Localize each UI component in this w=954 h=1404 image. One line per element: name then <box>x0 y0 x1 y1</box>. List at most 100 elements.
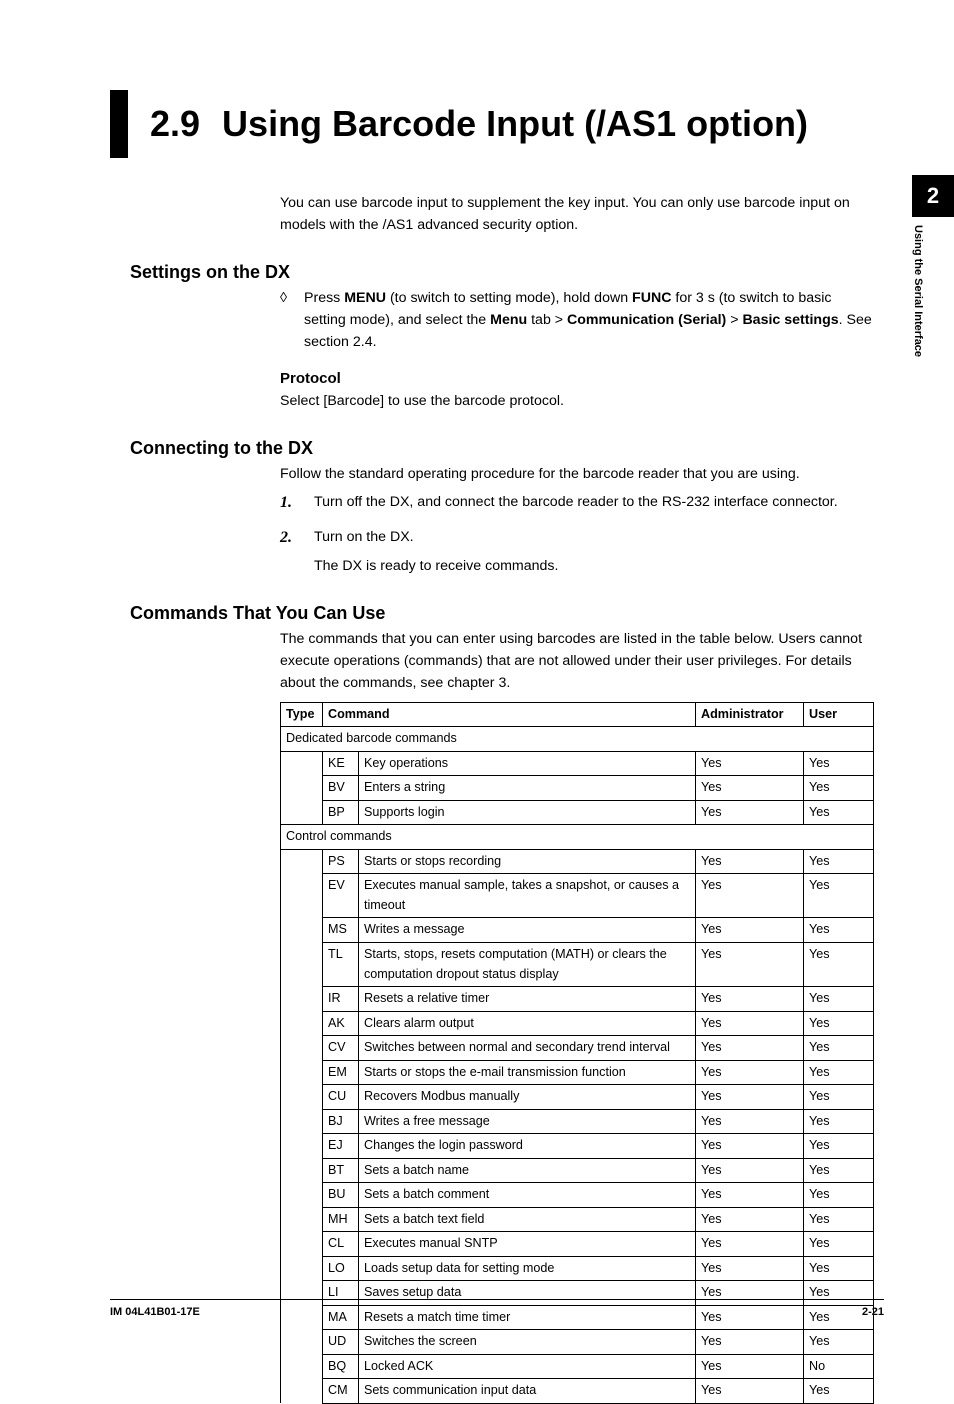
cell-desc: Starts or stops the e-mail transmission … <box>359 1060 696 1085</box>
cell-type <box>281 1330 323 1355</box>
cell-desc: Executes manual sample, takes a snapshot… <box>359 874 696 918</box>
cell-user: No <box>804 1354 874 1379</box>
cell-user: Yes <box>804 1036 874 1061</box>
step-1: 1. Turn off the DX, and connect the barc… <box>280 491 874 516</box>
cell-code: BU <box>323 1183 359 1208</box>
table-row: TLStarts, stops, resets computation (MAT… <box>281 943 874 987</box>
comm-serial-word: Communication (Serial) <box>567 312 726 328</box>
connecting-heading: Connecting to the DX <box>130 438 884 459</box>
step-2-sub: The DX is ready to receive commands. <box>314 555 874 577</box>
cell-code: EV <box>323 874 359 918</box>
table-group-row: Dedicated barcode commands <box>281 727 874 752</box>
table-group-row: Control commands <box>281 825 874 850</box>
table-row: CMSets communication input dataYesYes <box>281 1379 874 1404</box>
cell-desc: Key operations <box>359 751 696 776</box>
table-row: MHSets a batch text fieldYesYes <box>281 1207 874 1232</box>
cell-admin: Yes <box>696 987 804 1012</box>
cell-user: Yes <box>804 1379 874 1404</box>
cell-code: LO <box>323 1256 359 1281</box>
table-row: UDSwitches the screenYesYes <box>281 1330 874 1355</box>
cell-type <box>281 849 323 874</box>
cell-type <box>281 1158 323 1183</box>
cell-type <box>281 1134 323 1159</box>
cell-desc: Sets a batch text field <box>359 1207 696 1232</box>
cell-type <box>281 800 323 825</box>
cell-admin: Yes <box>696 1158 804 1183</box>
table-row: IRResets a relative timerYesYes <box>281 987 874 1012</box>
cell-desc: Clears alarm output <box>359 1011 696 1036</box>
cell-code: CM <box>323 1379 359 1404</box>
cell-code: IR <box>323 987 359 1012</box>
txt: > <box>726 312 742 328</box>
chapter-title-vertical: Using the Serial Interface <box>912 217 924 417</box>
cell-desc: Recovers Modbus manually <box>359 1085 696 1110</box>
cell-type <box>281 874 323 918</box>
cell-user: Yes <box>804 987 874 1012</box>
cell-code: KE <box>323 751 359 776</box>
table-row: BPSupports loginYesYes <box>281 800 874 825</box>
cell-user: Yes <box>804 1060 874 1085</box>
cell-admin: Yes <box>696 1183 804 1208</box>
cell-admin: Yes <box>696 1354 804 1379</box>
cell-code: BP <box>323 800 359 825</box>
section-heading: 2.9 Using Barcode Input (/AS1 option) <box>110 90 884 158</box>
cell-desc: Enters a string <box>359 776 696 801</box>
cell-desc: Starts or stops recording <box>359 849 696 874</box>
cell-code: EJ <box>323 1134 359 1159</box>
cell-type <box>281 987 323 1012</box>
protocol-heading: Protocol <box>280 367 874 390</box>
cell-code: BT <box>323 1158 359 1183</box>
cell-user: Yes <box>804 1011 874 1036</box>
footer-left: IM 04L41B01-17E <box>110 1306 200 1318</box>
table-row: BUSets a batch commentYesYes <box>281 1183 874 1208</box>
cell-user: Yes <box>804 1183 874 1208</box>
cell-code: EM <box>323 1060 359 1085</box>
cell-desc: Sets a batch name <box>359 1158 696 1183</box>
footer-right: 2-21 <box>862 1306 884 1318</box>
menu-word: MENU <box>344 290 386 306</box>
cell-admin: Yes <box>696 918 804 943</box>
cell-desc: Resets a relative timer <box>359 987 696 1012</box>
basic-settings-word: Basic settings <box>742 312 838 328</box>
cell-user: Yes <box>804 800 874 825</box>
cell-type <box>281 943 323 987</box>
table-row: CURecovers Modbus manuallyYesYes <box>281 1085 874 1110</box>
cell-desc: Locked ACK <box>359 1354 696 1379</box>
cell-type <box>281 1207 323 1232</box>
cell-user: Yes <box>804 1109 874 1134</box>
cell-desc: Writes a message <box>359 918 696 943</box>
table-row: BJWrites a free messageYesYes <box>281 1109 874 1134</box>
cell-desc: Switches the screen <box>359 1330 696 1355</box>
step-2: 2. Turn on the DX. <box>280 526 874 551</box>
table-row: CVSwitches between normal and secondary … <box>281 1036 874 1061</box>
commands-intro: The commands that you can enter using ba… <box>280 628 874 694</box>
cell-type <box>281 1085 323 1110</box>
step-1-text: Turn off the DX, and connect the barcode… <box>314 491 874 516</box>
cell-admin: Yes <box>696 751 804 776</box>
menu-tab-word: Menu <box>490 312 527 328</box>
cell-type <box>281 1109 323 1134</box>
cell-code: BQ <box>323 1354 359 1379</box>
th-type: Type <box>281 702 323 727</box>
connecting-intro: Follow the standard operating procedure … <box>280 463 874 485</box>
cell-code: MH <box>323 1207 359 1232</box>
step-2-text: Turn on the DX. <box>314 526 874 551</box>
table-row: LOLoads setup data for setting modeYesYe… <box>281 1256 874 1281</box>
cell-admin: Yes <box>696 776 804 801</box>
txt: tab > <box>527 312 567 328</box>
cell-user: Yes <box>804 1134 874 1159</box>
cell-admin: Yes <box>696 874 804 918</box>
cell-admin: Yes <box>696 800 804 825</box>
cell-admin: Yes <box>696 1060 804 1085</box>
cell-user: Yes <box>804 1330 874 1355</box>
intro-block: You can use barcode input to supplement … <box>280 192 874 236</box>
cell-code: MS <box>323 918 359 943</box>
cell-user: Yes <box>804 1232 874 1257</box>
table-row: AKClears alarm outputYesYes <box>281 1011 874 1036</box>
cell-user: Yes <box>804 776 874 801</box>
settings-heading: Settings on the DX <box>130 262 884 283</box>
cell-type <box>281 1183 323 1208</box>
cell-desc: Executes manual SNTP <box>359 1232 696 1257</box>
cell-code: CV <box>323 1036 359 1061</box>
cell-user: Yes <box>804 849 874 874</box>
